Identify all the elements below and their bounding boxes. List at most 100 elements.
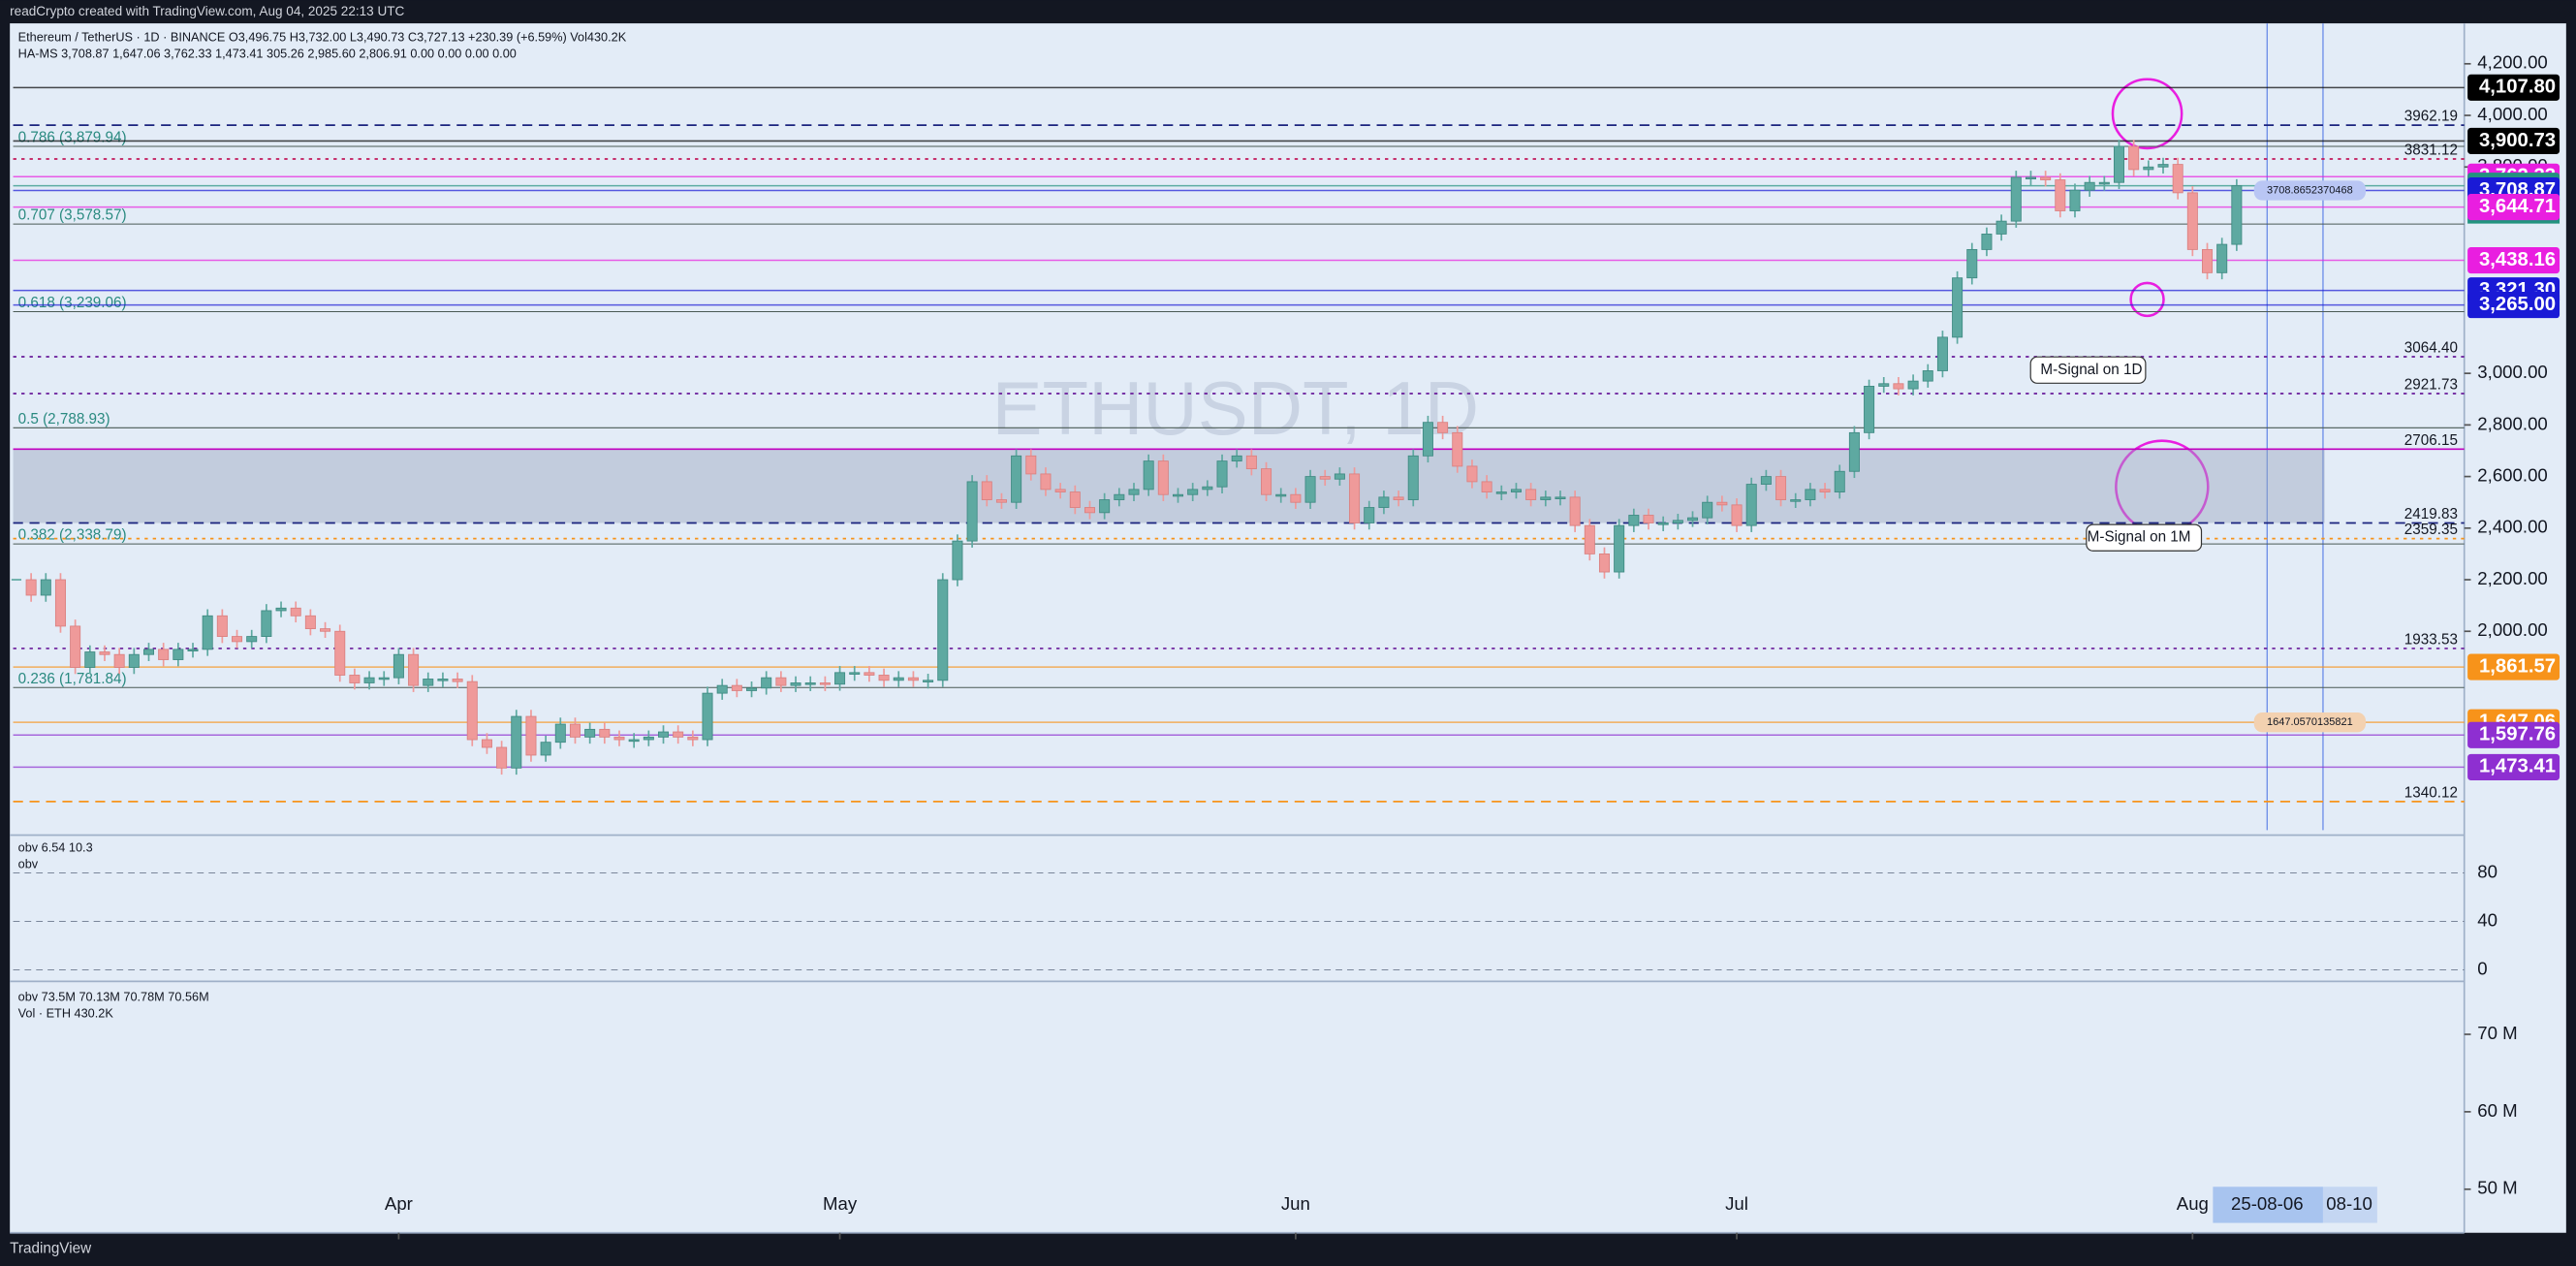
highlight-circle [2111, 78, 2183, 150]
candle [923, 680, 934, 682]
candle [1275, 493, 1287, 497]
candle [2157, 164, 2169, 168]
candle [1790, 499, 1802, 502]
candle [1555, 496, 1566, 499]
candle [393, 653, 404, 679]
x-tick-label: Aug [2177, 1193, 2209, 1214]
cursor-date-box [2213, 1187, 2323, 1223]
bubble [2253, 180, 2367, 201]
candle [1495, 491, 1507, 494]
candle [1966, 248, 1978, 279]
price-label: 4,107.80 [2479, 77, 2556, 98]
cursor-date: 25-08-06 [2231, 1193, 2304, 1214]
candle [1878, 383, 1890, 387]
price-label: 1,597.76 [2479, 724, 2556, 745]
candle [907, 677, 919, 681]
candle [2186, 192, 2198, 250]
candle [1349, 473, 1361, 523]
candle [2113, 145, 2125, 183]
y-tick-label: 80 [2477, 861, 2497, 881]
candle [187, 649, 199, 651]
candle [995, 499, 1007, 503]
candle [2098, 181, 2110, 185]
candle [673, 731, 684, 738]
fib-label: 0.707 (3,578.57) [18, 207, 127, 224]
candle [819, 682, 831, 685]
candle [761, 677, 772, 689]
candle [849, 672, 861, 675]
candle [1099, 499, 1111, 514]
level-label: 3962.19 [2404, 109, 2458, 125]
candle [1864, 386, 1875, 433]
candle [54, 579, 66, 627]
candle [2025, 176, 2036, 180]
cursor-date: 08-10 [2326, 1193, 2372, 1214]
candle [1011, 455, 1022, 503]
fib-label: 0.618 (3,239.06) [18, 295, 127, 311]
y-tick-label: 3,000.00 [2477, 362, 2548, 382]
candle [1540, 496, 1552, 500]
level-label: 1340.12 [2404, 784, 2458, 801]
candle [1848, 431, 1860, 472]
candle [2010, 176, 2022, 222]
candle [1290, 493, 1302, 503]
annotation-box [2086, 523, 2203, 552]
candle [1936, 336, 1948, 371]
candle [496, 746, 508, 769]
x-tick-label: Jun [1281, 1193, 1310, 1214]
level-label: 2706.15 [2404, 432, 2458, 449]
price-box [2467, 74, 2560, 101]
candle [1805, 489, 1816, 500]
candle [1040, 473, 1052, 491]
candle [158, 649, 170, 660]
price-label: 3,438.16 [2479, 249, 2556, 270]
annotation: M-Signal on 1D [2040, 362, 2142, 378]
price-label: 3,644.71 [2479, 196, 2556, 217]
candle [363, 677, 375, 683]
candle [466, 680, 478, 741]
candle [1995, 220, 2007, 235]
price-box [2467, 653, 2560, 680]
candle [1731, 504, 1743, 526]
candle [1054, 489, 1066, 492]
price-box [2467, 127, 2560, 155]
candle [2069, 189, 2081, 211]
candle [1393, 496, 1404, 500]
candle [1628, 515, 1640, 526]
pane-legend: Vol · ETH 430.2K [18, 1006, 114, 1021]
candle [1466, 465, 1478, 483]
footer: TradingView [10, 1241, 92, 1257]
y-tick-label: 60 M [2477, 1100, 2517, 1121]
candle [290, 607, 301, 617]
candle [1128, 489, 1140, 495]
candle [775, 677, 787, 686]
y-tick-label: 2,000.00 [2477, 619, 2548, 640]
zone [13, 449, 2325, 523]
credit: readCrypto created with TradingView.com,… [10, 4, 404, 18]
candle [1893, 383, 1904, 390]
candle [569, 723, 581, 738]
watermark: ETHUSDT, 1D [991, 365, 1479, 451]
candle [893, 677, 904, 681]
candle [2055, 179, 2066, 211]
candle [937, 579, 949, 681]
candle [1569, 496, 1581, 526]
level-label: 1933.53 [2404, 631, 2458, 648]
candle [1584, 524, 1595, 554]
candle [1834, 470, 1845, 492]
fib-label: 0.5 (2,788.93) [18, 411, 110, 427]
candle [1510, 489, 1522, 492]
candle [378, 677, 390, 680]
candle [142, 649, 155, 655]
price-label: 1,473.41 [2479, 756, 2556, 777]
candle [246, 636, 258, 643]
candle [746, 687, 758, 691]
candle [1157, 460, 1169, 495]
y-tick-label: 2,600.00 [2477, 465, 2548, 486]
candle [2216, 243, 2228, 273]
candle [687, 736, 699, 741]
candle [1687, 517, 1699, 522]
fib-label: 0.236 (1,781.84) [18, 671, 127, 687]
candle [1069, 491, 1081, 508]
